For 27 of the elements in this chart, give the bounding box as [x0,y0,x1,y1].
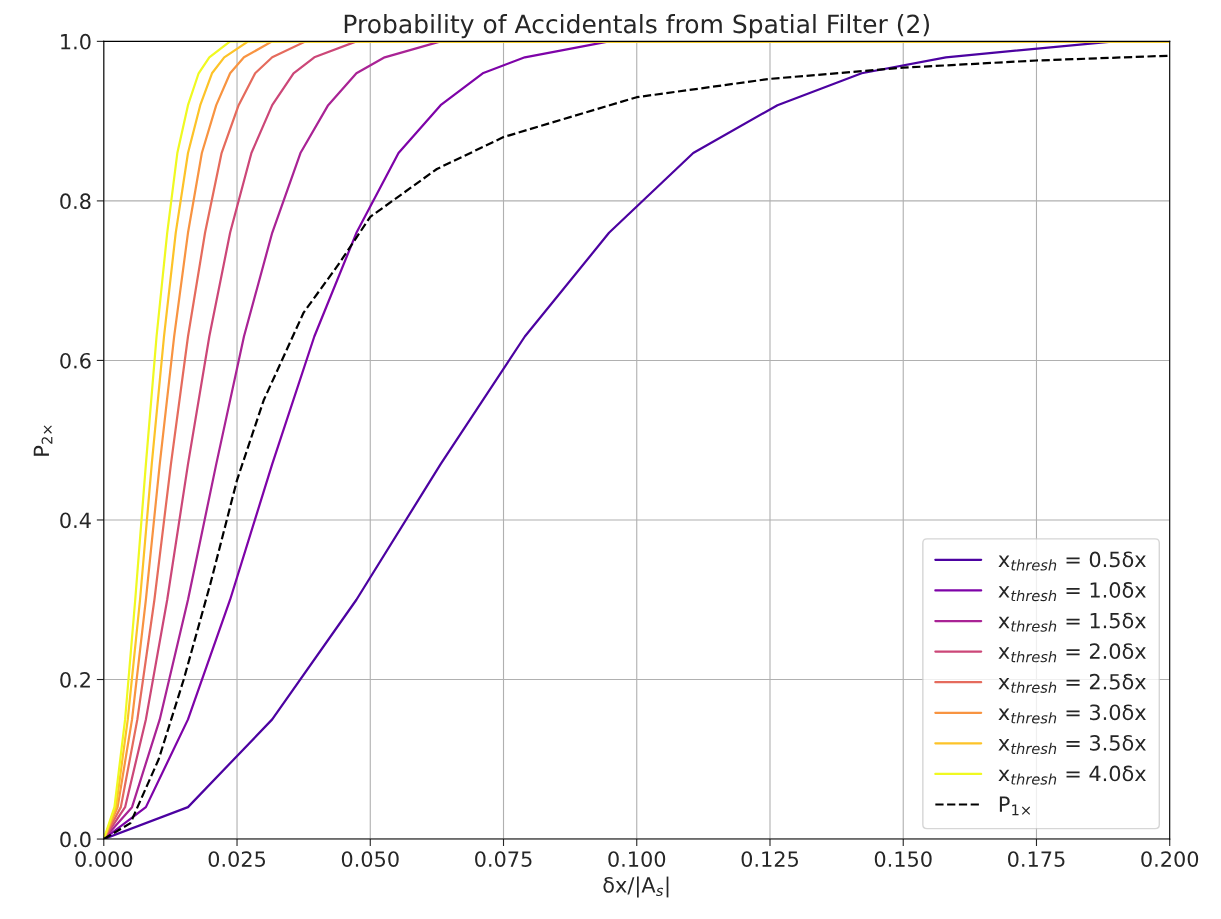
y-tick-label: 0.2 [60,671,90,688]
legend-label: x$_{thresh}$ = 1.5δx [998,612,1146,632]
legend-label: x$_{thresh}$ = 2.0δx [998,643,1146,663]
y-tick-label: 0.0 [60,831,91,848]
x-tick-label: 0.050 [341,851,399,867]
y-axis-title: P$_{2×}$ [33,425,53,456]
x-tick-label: 0.200 [1141,851,1199,867]
legend-label: x$_{thresh}$ = 2.5δx [998,673,1146,693]
x-tick-label: 0.075 [475,851,532,867]
chart-title: Probability of Accidentals from Spatial Filter (2) [344,14,929,39]
x-tick-label: 0.125 [741,851,798,867]
legend-label: P$_{1×}$ [999,796,1031,816]
x-tick-label: 0.150 [874,851,932,867]
legend-label: x$_{thresh}$ = 1.0δx [998,582,1146,602]
legend-label: x$_{thresh}$ = 3.5δx [998,735,1146,755]
x-tick-label: 0.175 [1008,851,1065,867]
y-tick-label: 0.4 [60,512,91,529]
legend-label: x$_{thresh}$ = 4.0δx [998,765,1146,785]
y-tick-label: 1.0 [61,33,91,50]
y-tick-label: 0.6 [60,352,91,369]
legend-label: x$_{thresh}$ = 3.0δx [998,704,1146,724]
x-tick-label: 0.025 [208,851,266,867]
y-tick-label: 0.8 [60,193,91,210]
legend-label: x$_{thresh}$ = 0.5δx [998,551,1146,571]
x-axis-title: δx/|A$_{s}$| [603,876,669,898]
x-tick-label: 0.100 [608,851,666,867]
x-tick-label: 0.000 [75,851,133,867]
